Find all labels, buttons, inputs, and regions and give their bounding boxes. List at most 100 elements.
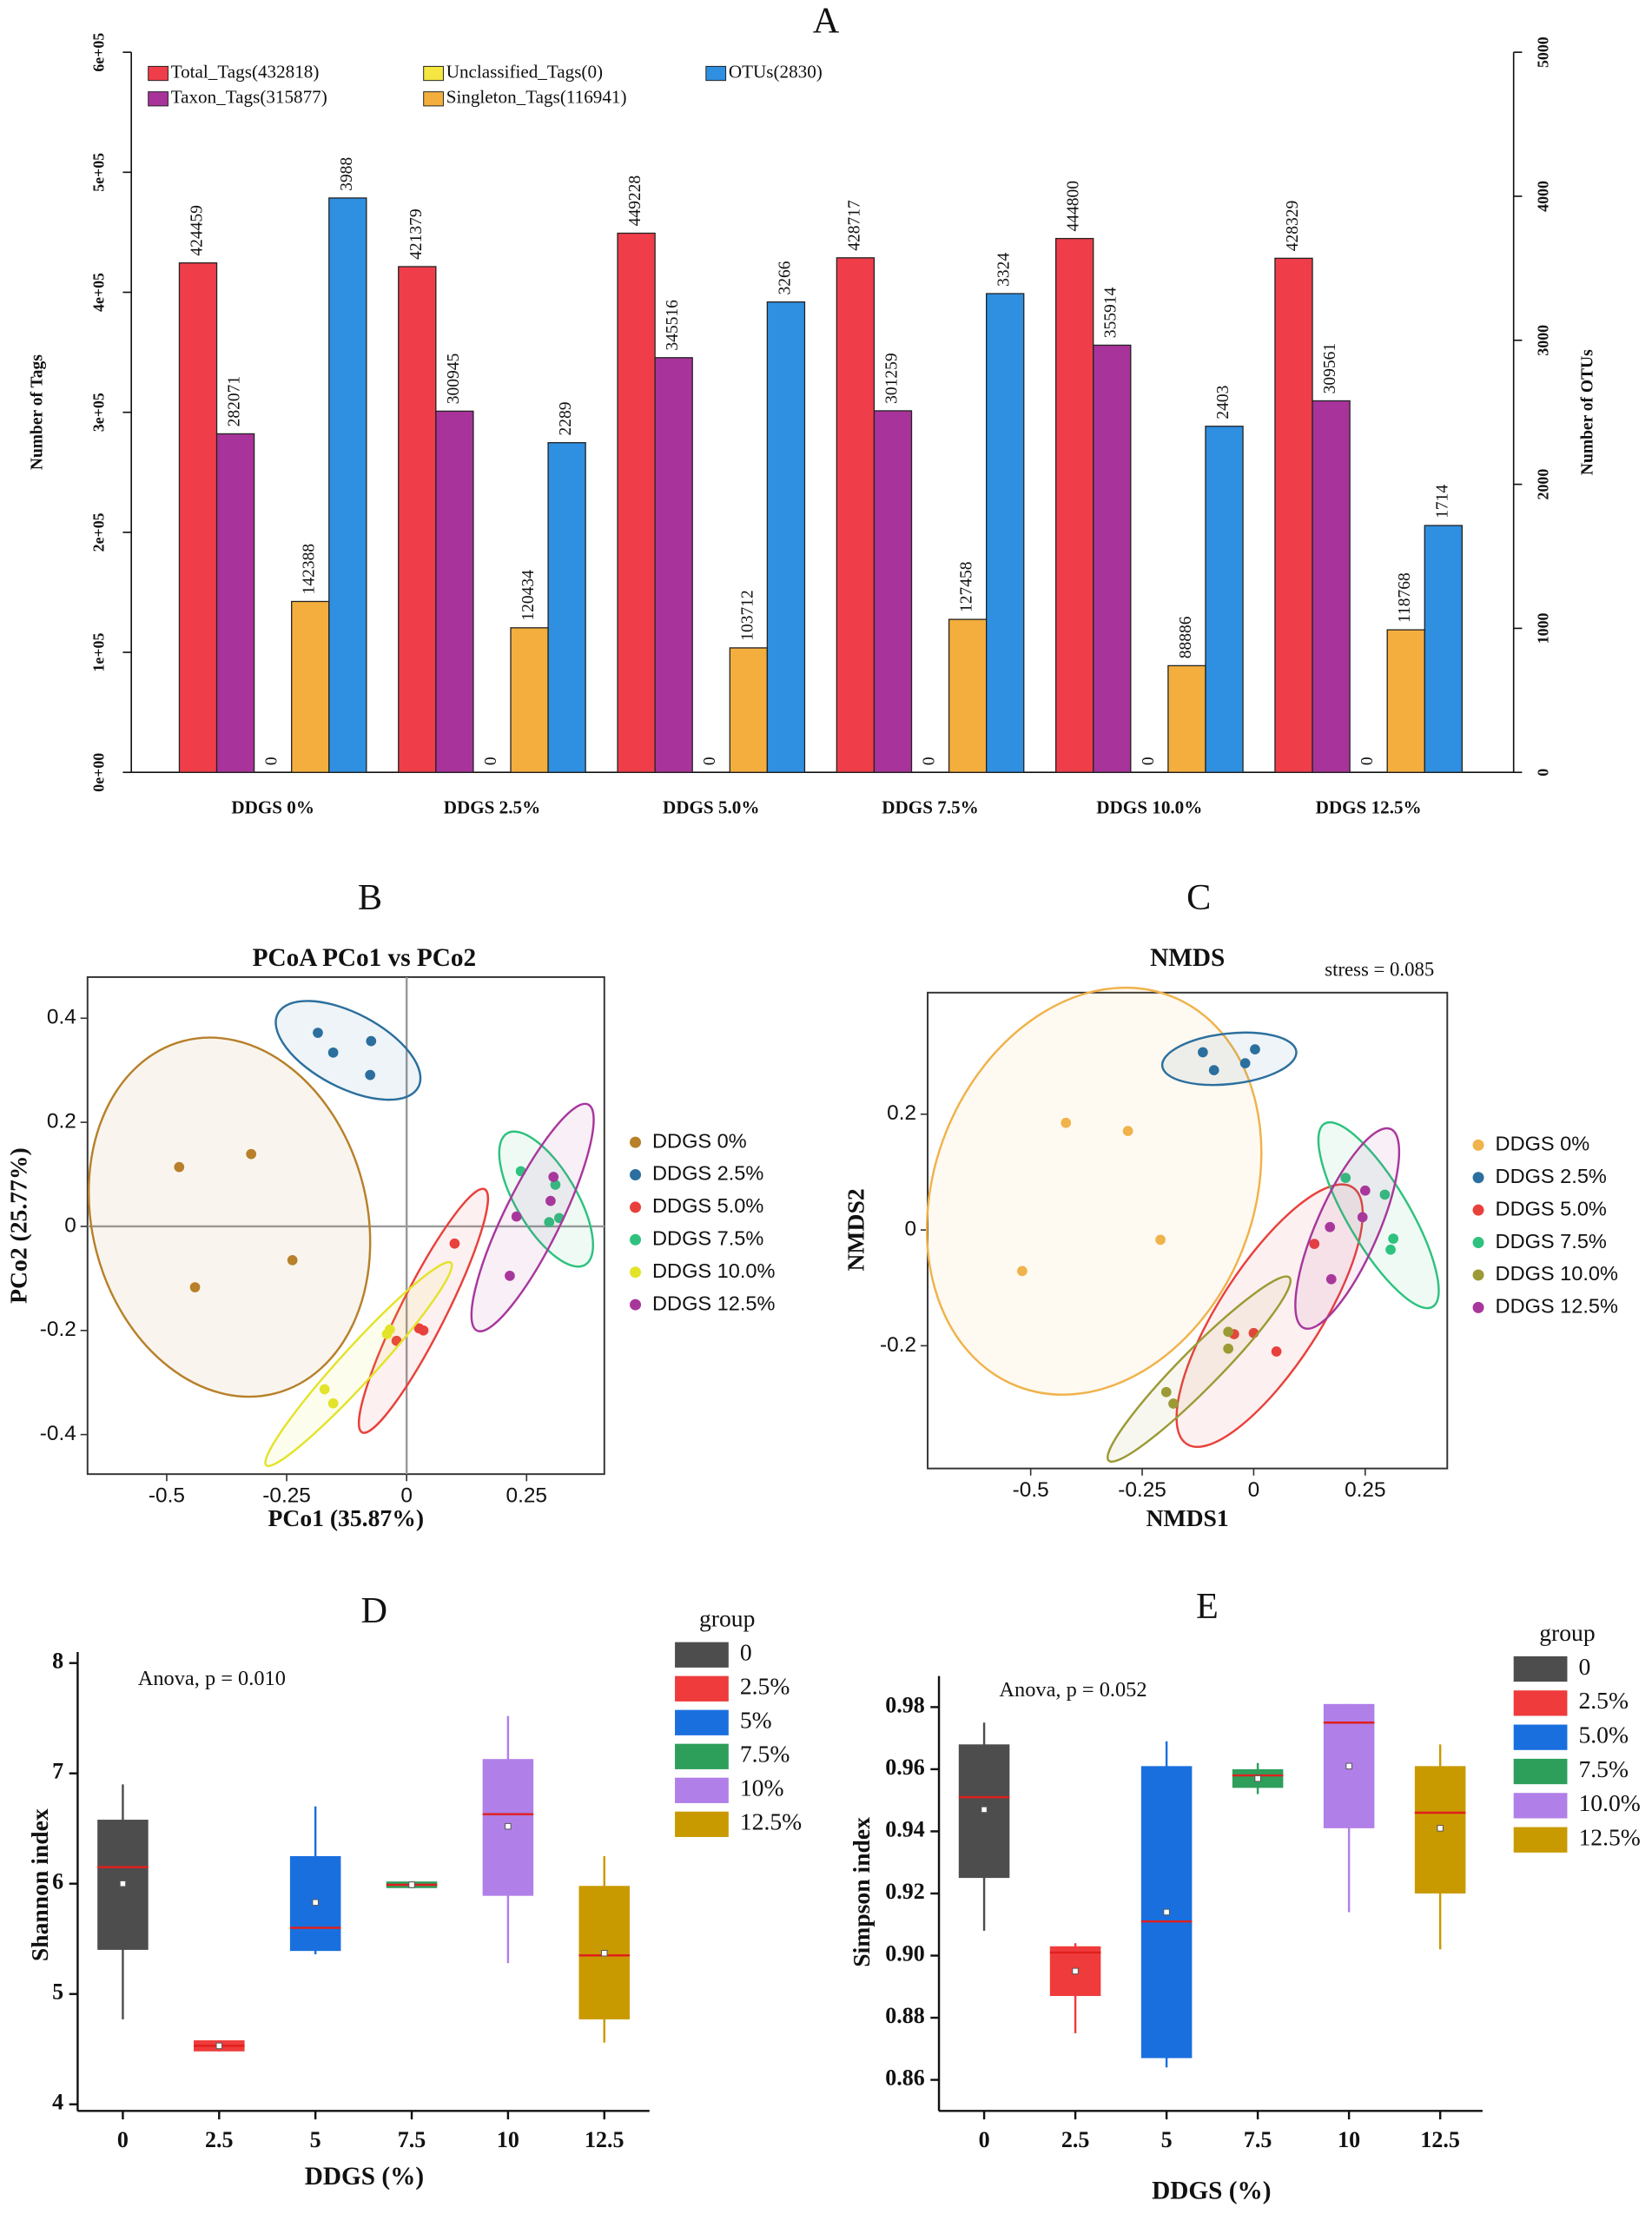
bar — [654, 357, 693, 773]
point — [418, 1325, 429, 1336]
bar — [1167, 664, 1206, 773]
legend-label: DDGS 5.0% — [652, 1194, 763, 1217]
legend-marker — [1472, 1204, 1484, 1216]
x-tick-label: DDGS 12.5% — [1316, 796, 1422, 817]
point — [545, 1195, 556, 1206]
legend-marker — [1472, 1237, 1484, 1249]
point — [1223, 1326, 1234, 1338]
value-label: 0 — [921, 757, 939, 765]
legend-label: DDGS 7.5% — [652, 1227, 763, 1250]
value-label: 444800 — [1065, 181, 1083, 232]
point — [246, 1148, 257, 1160]
legend-label: OTUs(2830) — [729, 61, 823, 82]
legend-marker — [630, 1169, 642, 1181]
point — [1017, 1266, 1028, 1277]
point — [449, 1238, 460, 1249]
y-axis-title: Simpson index — [848, 1817, 875, 1967]
y-tick-label: 0.88 — [885, 2003, 925, 2028]
value-label: 421379 — [407, 208, 426, 259]
point — [1388, 1233, 1398, 1244]
confidence-ellipse — [1160, 1031, 1298, 1087]
value-label: 355914 — [1102, 287, 1120, 339]
y2-tick-label: 5000 — [1535, 36, 1552, 68]
legend-label: 12.5% — [1578, 1824, 1640, 1851]
legend-marker — [630, 1299, 642, 1311]
point — [365, 1069, 376, 1081]
legend-swatch — [1513, 1656, 1568, 1682]
value-label: 424459 — [188, 205, 206, 255]
bar — [729, 647, 769, 773]
x-tick-label: -0.25 — [1118, 1478, 1166, 1502]
confidence-ellipse — [274, 1000, 422, 1101]
point — [1250, 1044, 1260, 1054]
legend-label: DDGS 7.5% — [1496, 1230, 1607, 1252]
y-tick-label: 0.4 — [47, 1006, 76, 1029]
legend-title: group — [1539, 1619, 1595, 1646]
x-tick-label: DDGS 10.0% — [1096, 796, 1202, 817]
y-axis-title: NMDS2 — [843, 1188, 869, 1271]
point — [1309, 1239, 1320, 1249]
x-tick-label: 0 — [400, 1484, 413, 1508]
mean-marker — [1437, 1825, 1444, 1832]
value-label: 282071 — [226, 376, 244, 426]
mean-marker — [601, 1949, 608, 1957]
legend-label: 12.5% — [740, 1808, 802, 1835]
x-tick-label: DDGS 7.5% — [882, 796, 979, 817]
mean-marker — [312, 1899, 319, 1907]
legend-label: Taxon_Tags(315877) — [171, 87, 327, 108]
point — [384, 1324, 395, 1335]
value-label: 3324 — [995, 253, 1014, 287]
value-label: 0 — [482, 757, 500, 765]
point — [1271, 1346, 1282, 1357]
value-label: 0 — [701, 757, 719, 765]
legend-label: Unclassified_Tags(0) — [446, 61, 603, 82]
x-tick-label: 10 — [497, 2127, 519, 2152]
x-tick-label: -0.5 — [149, 1484, 185, 1508]
x-tick-label: 0 — [979, 2127, 990, 2152]
point — [1208, 1065, 1219, 1075]
x-tick-label: 0 — [117, 2127, 129, 2152]
legend-swatch — [423, 65, 444, 82]
legend-swatch — [148, 65, 169, 82]
y2-axis-title: Number of OTUs — [1578, 349, 1596, 475]
confidence-ellipse — [357, 1187, 490, 1434]
x-tick-label: 7.5 — [1244, 2127, 1272, 2152]
point — [1359, 1185, 1371, 1196]
point — [550, 1180, 561, 1190]
y-tick-label: 5e+05 — [90, 153, 108, 192]
y2-tick-label: 2000 — [1535, 469, 1552, 500]
bar — [617, 232, 656, 773]
legend-label: 10.0% — [1578, 1789, 1640, 1816]
value-label: 2289 — [557, 402, 575, 436]
bar — [291, 600, 330, 773]
x-tick-label: -0.25 — [262, 1484, 311, 1508]
value-label: 1714 — [1433, 485, 1451, 519]
y-tick-label: 0.92 — [885, 1879, 925, 1904]
bar — [178, 262, 218, 773]
point — [327, 1047, 339, 1058]
y-tick-label: -0.2 — [880, 1333, 916, 1357]
legend-label: 5% — [740, 1707, 772, 1734]
bar — [1055, 237, 1094, 773]
x-tick-label: DDGS 5.0% — [663, 796, 760, 817]
point — [505, 1271, 515, 1281]
confidence-ellipse — [1294, 1127, 1401, 1331]
legend-label: 7.5% — [740, 1741, 790, 1768]
legend-title: group — [699, 1605, 755, 1632]
y-tick-label: 0.2 — [887, 1101, 916, 1125]
point — [1168, 1398, 1179, 1409]
bar — [1312, 400, 1351, 773]
mean-marker — [1163, 1908, 1170, 1916]
x-tick-label: 0.25 — [506, 1484, 547, 1508]
point — [287, 1255, 298, 1266]
y-tick-label: 0.98 — [885, 1692, 925, 1717]
y-tick-label: 4e+05 — [90, 273, 108, 312]
confidence-ellipse — [264, 1260, 453, 1467]
point — [1325, 1221, 1336, 1233]
point — [544, 1217, 555, 1228]
legend-swatch — [1513, 1724, 1568, 1750]
value-label: 88886 — [1177, 616, 1195, 658]
point — [313, 1028, 323, 1038]
value-label: 103712 — [738, 590, 757, 641]
